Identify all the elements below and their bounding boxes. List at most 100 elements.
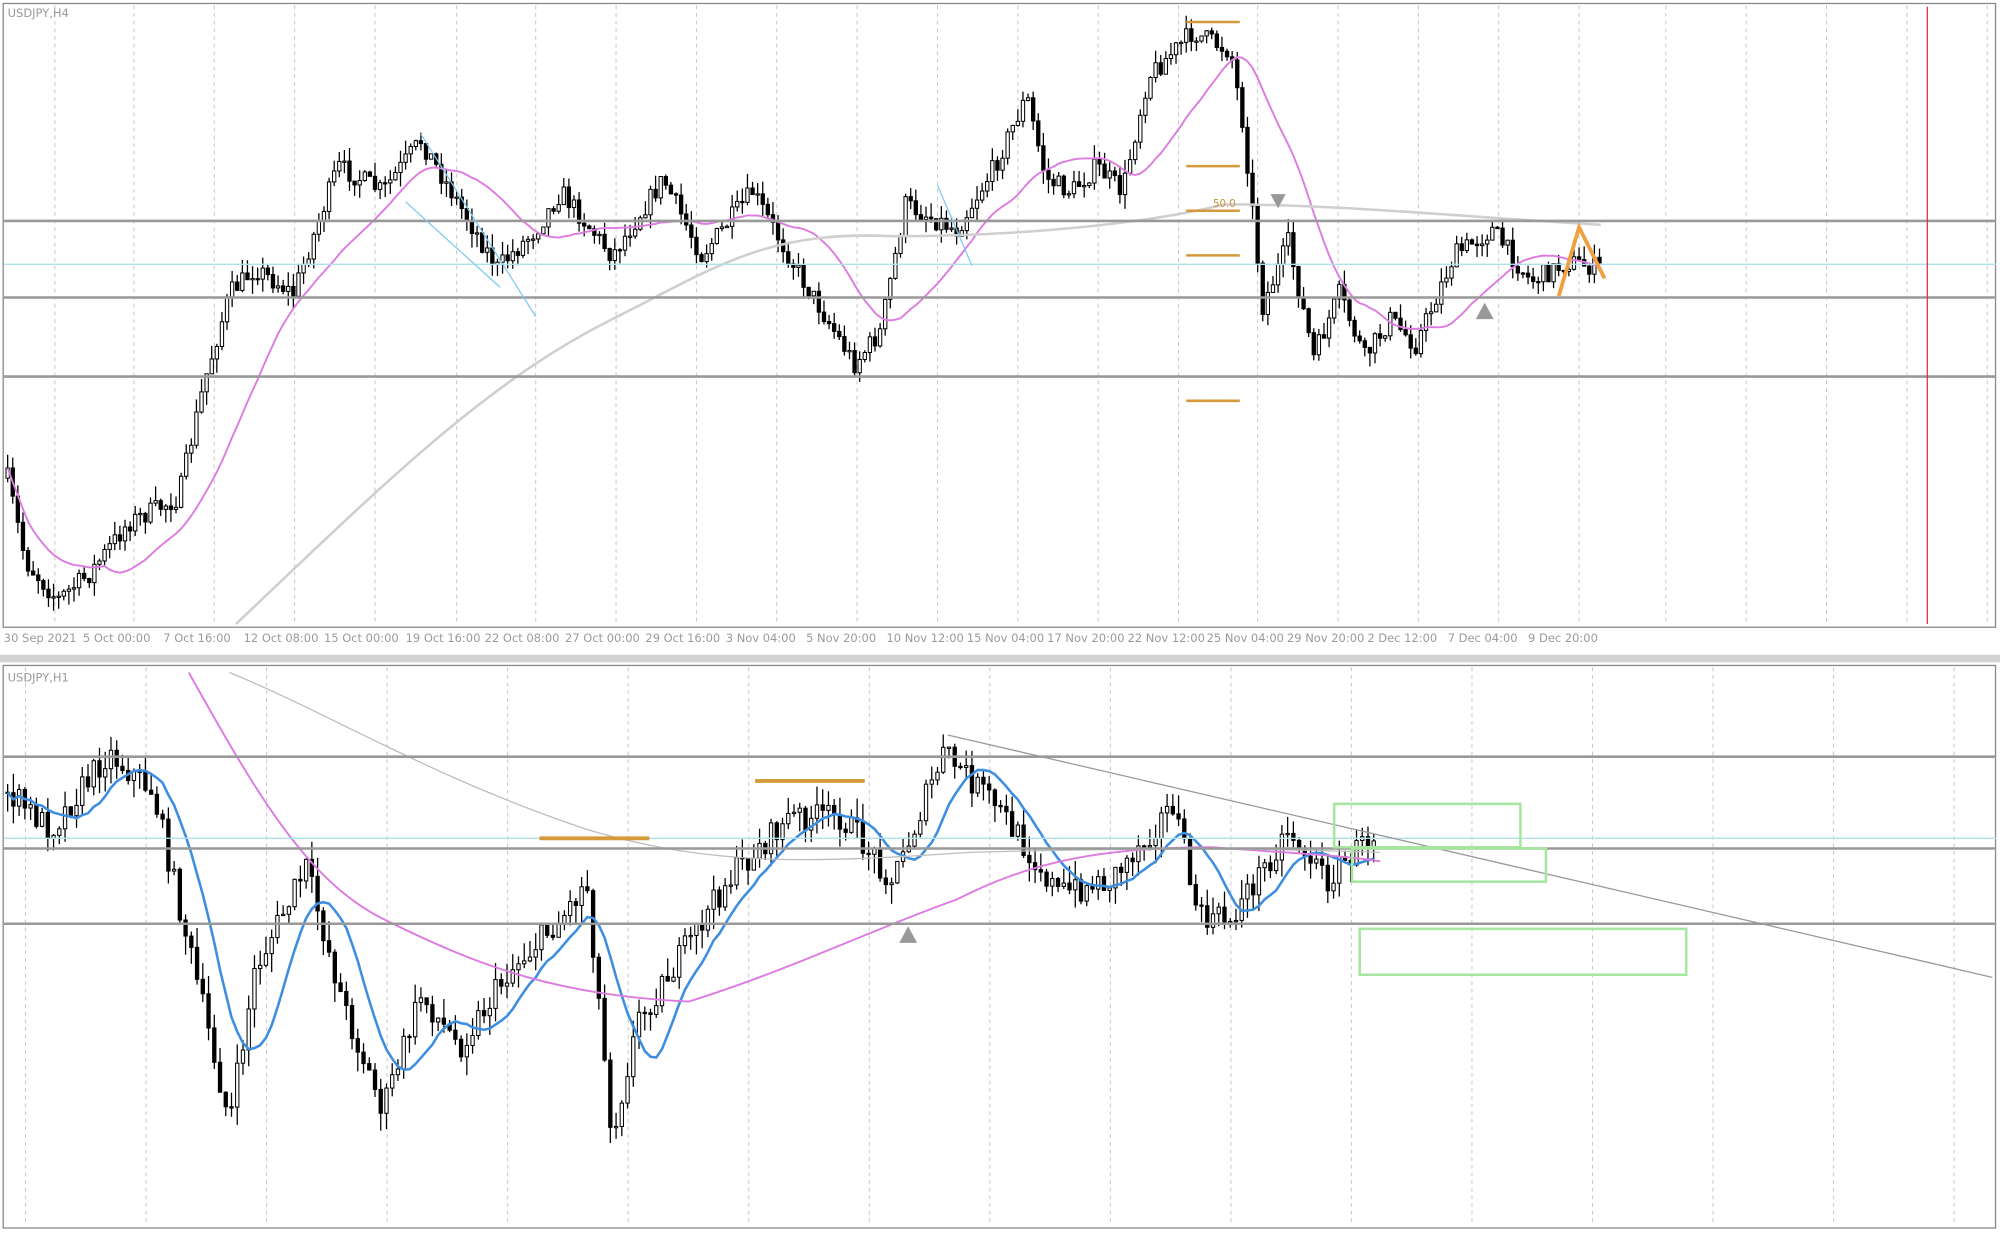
arrow-up	[1475, 302, 1494, 320]
candle	[265, 267, 271, 276]
candle	[592, 228, 597, 236]
candle	[1184, 28, 1189, 43]
candle	[801, 264, 806, 288]
candle	[1490, 226, 1495, 241]
candle	[240, 272, 245, 291]
candle	[418, 997, 424, 1003]
candle	[173, 506, 179, 510]
candle	[112, 534, 117, 545]
candle	[270, 274, 276, 289]
candle	[1352, 319, 1357, 337]
candle	[682, 935, 688, 947]
channel	[405, 133, 973, 317]
candle	[255, 278, 260, 281]
candle	[413, 1001, 418, 1038]
candle	[408, 145, 413, 155]
candle	[1495, 226, 1500, 230]
candle	[643, 214, 648, 219]
candle	[68, 806, 73, 817]
candle	[361, 1051, 366, 1065]
candle	[30, 570, 36, 576]
candle	[1158, 62, 1163, 75]
candle	[189, 444, 194, 454]
candle	[357, 180, 362, 186]
candle	[969, 207, 975, 219]
candle	[510, 969, 515, 984]
candle	[1015, 824, 1021, 837]
candle	[245, 272, 250, 281]
candle	[51, 596, 56, 599]
candle	[1076, 181, 1082, 188]
candle	[944, 217, 949, 230]
candle	[505, 254, 510, 262]
candle	[684, 213, 689, 226]
candle	[908, 196, 913, 202]
candle	[1530, 276, 1536, 283]
candle	[1148, 77, 1153, 99]
candle	[1051, 178, 1056, 187]
candle	[1041, 145, 1046, 171]
candle	[423, 143, 429, 160]
x-tick-label: 2 Dec 12:00	[1367, 631, 1437, 645]
candle	[332, 170, 337, 183]
candle	[1235, 59, 1240, 89]
candle	[837, 330, 842, 338]
candle	[1015, 120, 1021, 126]
candle	[857, 358, 862, 374]
candle	[898, 236, 903, 254]
candle	[160, 813, 165, 820]
candle	[1408, 334, 1413, 349]
candle	[1311, 332, 1316, 356]
candle	[367, 171, 373, 177]
candle	[217, 1061, 223, 1093]
candle	[212, 1027, 217, 1063]
candle	[1153, 837, 1158, 847]
candle	[103, 768, 108, 778]
candle	[1113, 866, 1118, 889]
candle	[1122, 172, 1128, 196]
candle	[1250, 172, 1255, 207]
candle	[990, 160, 995, 183]
candle	[1301, 296, 1306, 310]
candle	[992, 789, 998, 806]
x-tick-label: 29 Nov 20:00	[1287, 631, 1364, 645]
x-tick-label: 25 Nov 04:00	[1207, 631, 1284, 645]
candle	[1479, 243, 1485, 247]
candle	[852, 350, 857, 374]
candle	[1377, 333, 1383, 339]
candle	[796, 264, 801, 268]
arrow-up	[899, 926, 918, 943]
candle	[1204, 30, 1209, 37]
candle	[663, 176, 668, 186]
candle	[1219, 46, 1225, 52]
candle	[1439, 281, 1444, 305]
candle	[316, 220, 322, 235]
candle	[958, 765, 963, 769]
candle	[229, 281, 235, 298]
candle	[338, 982, 343, 992]
candle	[246, 1008, 251, 1051]
candle	[912, 833, 917, 847]
candle	[903, 196, 908, 238]
candle	[1520, 272, 1526, 275]
candle	[821, 311, 827, 323]
candle	[1194, 40, 1199, 43]
candle	[1087, 182, 1092, 187]
candle	[1027, 854, 1032, 864]
candle	[969, 765, 975, 794]
candle	[178, 475, 184, 508]
candle	[383, 182, 388, 185]
candle	[750, 187, 755, 196]
candle	[1173, 42, 1179, 56]
candle	[719, 226, 725, 230]
candle	[424, 997, 429, 1006]
candle	[1306, 308, 1311, 334]
candle	[476, 1010, 481, 1036]
candle	[493, 979, 498, 1009]
x-tick-label: 29 Oct 16:00	[645, 631, 720, 645]
candle	[1061, 175, 1066, 196]
candle	[1170, 805, 1176, 815]
candle	[403, 153, 408, 163]
candle	[1030, 97, 1036, 122]
x-tick-label: 17 Nov 20:00	[1047, 631, 1124, 645]
